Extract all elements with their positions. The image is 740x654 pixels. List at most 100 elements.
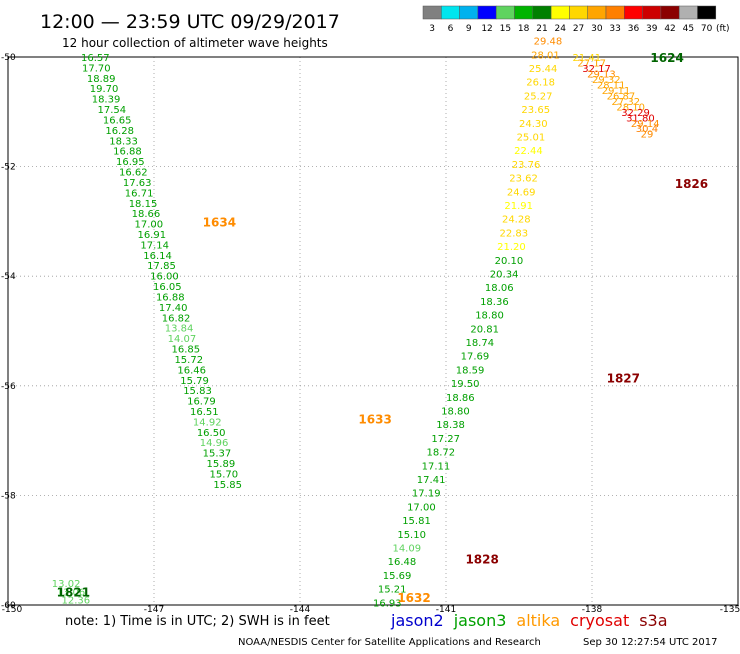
time-label: 1821: [57, 585, 90, 599]
wave-height-value: 17.85: [147, 261, 176, 272]
wave-height-value: 17.70: [82, 63, 111, 74]
wave-height-value: 15.21: [378, 585, 407, 596]
wave-height-value: 18.89: [87, 74, 116, 85]
colorbar-swatch: [550, 5, 570, 20]
wave-height-value: 14.07: [168, 334, 197, 345]
colorbar-label: 36: [628, 24, 640, 34]
wave-height-value: 15.79: [180, 376, 209, 387]
wave-height-value: 29: [641, 130, 654, 141]
colorbar-swatch: [441, 5, 460, 20]
footer-credit: NOAA/NESDIS Center for Satellite Applica…: [238, 637, 541, 648]
wave-height-value: 15.69: [383, 571, 412, 582]
wave-height-value: 15.72: [174, 355, 203, 366]
wave-height-value: 22.83: [500, 228, 529, 239]
time-label: 1624: [650, 51, 683, 65]
wave-height-value: 20.81: [470, 324, 499, 335]
colorbar-label: 24: [555, 24, 567, 34]
grid: [8, 57, 738, 605]
wave-height-value: 14.09: [392, 543, 421, 554]
colorbar-swatch: [477, 5, 497, 20]
colorbar-swatch: [514, 5, 534, 20]
time-labels: 163416331632182116241825182618271828: [57, 51, 708, 605]
wave-height-value: 16.46: [177, 365, 206, 376]
wave-height-value: 17.41: [417, 475, 446, 486]
wave-height-value: 16.71: [125, 188, 154, 199]
colorbar-label: 3: [429, 24, 435, 34]
wave-height-value: 28.11: [597, 80, 626, 91]
wave-height-value: 17.00: [135, 220, 164, 231]
footer-timestamp: Sep 30 12:27:54 UTC 2017: [583, 637, 717, 648]
wave-height-value: 17.11: [422, 461, 451, 472]
wave-height-value: 28.10: [616, 102, 645, 113]
wave-height-value: 16.51: [190, 407, 219, 418]
wave-height-value: 16.50: [197, 428, 226, 439]
wave-height-value: 16.14: [143, 251, 172, 262]
time-label: 1634: [203, 215, 236, 229]
legend-entry: jason2: [390, 611, 444, 630]
wave-height-value: 16.65: [103, 115, 132, 126]
colorbar-label: 6: [448, 24, 454, 34]
wave-height-value: 17.40: [159, 303, 188, 314]
wave-height-value: 16.79: [187, 397, 216, 408]
wave-height-value: 18.38: [436, 420, 465, 431]
legend-entry: altika: [516, 611, 560, 630]
wave-height-value: 30.4: [636, 124, 658, 135]
wave-height-value: 25.44: [529, 64, 558, 75]
wave-height-value: 29.48: [534, 37, 563, 48]
wave-height-value: 16.62: [119, 168, 148, 179]
wave-height-value: 18.86: [446, 393, 475, 404]
time-label: 1633: [358, 413, 391, 427]
colorbar-label: 9: [466, 24, 472, 34]
wave-height-value: 27.17: [577, 58, 606, 69]
wave-height-value: 17.19: [412, 489, 441, 500]
wave-height-value: 15.83: [183, 386, 212, 397]
wave-height-value: 21.91: [504, 201, 533, 212]
wave-height-value: 20.34: [490, 269, 519, 280]
wave-height-value: 31.80: [626, 113, 655, 124]
colorbar-swatch: [697, 5, 717, 20]
colorbar-label: 15: [500, 24, 511, 34]
y-tick-label: -60: [1, 601, 16, 611]
colorbar-label: 33: [609, 24, 620, 34]
chart-title: 12:00 — 23:59 UTC 09/29/2017: [40, 11, 340, 33]
colorbar-label: 45: [683, 24, 694, 34]
colorbar-swatch: [642, 5, 662, 20]
colorbar-label: 27: [573, 24, 584, 34]
wave-height-value: 14.92: [193, 417, 222, 428]
wave-height-value: 16.88: [156, 292, 185, 303]
wave-height-value: 13.06: [57, 587, 86, 598]
colorbar-label: 39: [646, 24, 658, 34]
wave-height-value: 20.10: [495, 256, 524, 267]
colorbar-swatch: [678, 5, 698, 20]
wave-height-value: 28.01: [531, 50, 560, 61]
colorbar-label: 21: [536, 24, 547, 34]
wave-height-value: 19.50: [451, 379, 480, 390]
wave-height-value: 18.66: [132, 209, 161, 220]
legend-entry: jason3: [453, 611, 507, 630]
wave-height-value: 26.87: [607, 91, 636, 102]
wave-height-value: 22.44: [514, 146, 543, 157]
time-label: 1632: [397, 591, 430, 605]
colorbar-label: 70: [701, 24, 713, 34]
wave-height-value: 29.13: [587, 69, 616, 80]
wave-height-value: 16.05: [153, 282, 182, 293]
wave-height-value: 15.70: [209, 469, 238, 480]
wave-height-value: 14.96: [200, 438, 229, 449]
wave-height-value: 15.89: [207, 459, 236, 470]
wave-height-value: 32.17: [582, 64, 611, 75]
x-tick-label: -138: [582, 605, 603, 615]
wave-height-value: 15.81: [402, 516, 431, 527]
y-tick-label: -58: [1, 491, 16, 501]
wave-height-value: 21.20: [497, 242, 526, 253]
wave-height-value: 23.65: [521, 105, 550, 116]
wave-height-value: 18.74: [465, 338, 494, 349]
data-marks: 16.5717.7018.8919.7018.3917.5416.6516.28…: [52, 37, 660, 610]
colorbar-swatch: [624, 5, 643, 20]
wave-height-value: 18.80: [475, 311, 504, 322]
colorbar-label: 42: [664, 24, 675, 34]
wave-height-value: 24.28: [502, 215, 531, 226]
colorbar-swatch: [532, 5, 552, 20]
wave-height-value: 16.91: [137, 230, 166, 241]
colorbar-swatch: [495, 5, 515, 20]
wave-height-value: 18.59: [456, 365, 485, 376]
